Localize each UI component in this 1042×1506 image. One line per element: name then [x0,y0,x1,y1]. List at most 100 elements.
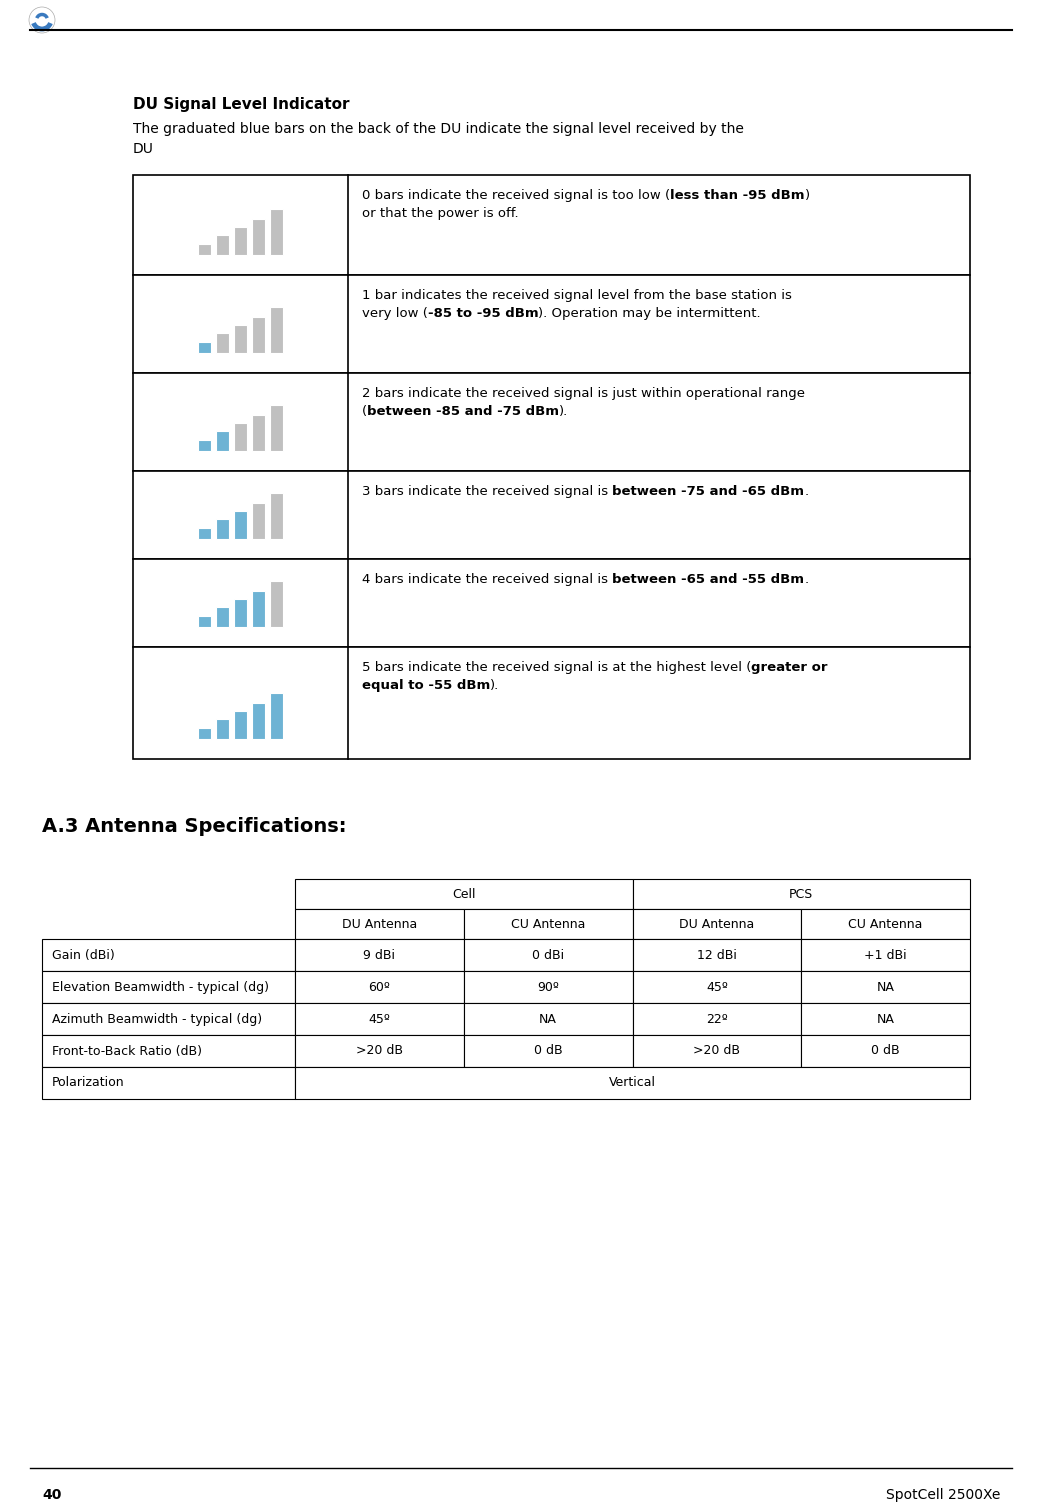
Bar [42,940,295,971]
Bar [252,218,265,255]
Text: The graduated blue bars on the back of the DU indicate the signal level received: The graduated blue bars on the back of t… [133,122,744,136]
Bar [198,440,210,450]
Text: Elevation Beamwidth - typical (dg): Elevation Beamwidth - typical (dg) [52,980,269,994]
Text: less than -95 dBm: less than -95 dBm [670,188,804,202]
Bar [801,1003,970,1035]
Bar [216,235,229,255]
Text: equal to -55 dBm: equal to -55 dBm [362,679,490,691]
Text: DU Antenna: DU Antenna [679,917,754,931]
Bar [464,1003,632,1035]
Text: >20 dB: >20 dB [356,1045,403,1057]
Bar [42,1066,295,1099]
Text: NA: NA [539,1012,557,1026]
Bar [216,607,229,626]
Bar [464,971,632,1003]
Bar [42,1003,295,1035]
Text: 12 dBi: 12 dBi [697,949,737,961]
Bar [252,414,265,450]
Text: 45º: 45º [369,1012,391,1026]
Bar [270,494,283,539]
Text: between -65 and -55 dBm: between -65 and -55 dBm [613,572,804,586]
Bar [632,1003,801,1035]
Text: PCS: PCS [789,887,814,901]
Text: 90º: 90º [538,980,560,994]
Text: 60º: 60º [369,980,391,994]
Text: 22º: 22º [706,1012,727,1026]
Bar [216,520,229,539]
Bar [801,910,970,940]
Bar [216,333,229,352]
Bar [270,209,283,255]
Text: 40: 40 [42,1488,61,1501]
Bar [632,971,801,1003]
Text: ).: ). [560,405,568,419]
Text: (: ( [362,405,367,419]
Bar [198,342,210,352]
Bar [270,693,283,739]
Bar [252,703,265,739]
Bar [295,940,464,971]
Text: 45º: 45º [705,980,727,994]
Bar [295,1035,464,1066]
Bar [295,1066,970,1099]
Bar [198,527,210,539]
Text: 3 bars indicate the received signal is: 3 bars indicate the received signal is [362,485,613,498]
Bar [464,940,632,971]
Bar [198,616,210,626]
Text: NA: NA [876,980,895,994]
Bar [133,276,970,373]
Bar [234,711,247,739]
Bar [133,175,970,276]
Bar [464,910,632,940]
Bar [252,590,265,626]
Bar [295,880,632,910]
Text: 4 bars indicate the received signal is: 4 bars indicate the received signal is [362,572,613,586]
Text: Vertical: Vertical [609,1077,656,1089]
Bar [464,1035,632,1066]
Bar [133,648,970,759]
Text: .: . [804,485,809,498]
Text: DU Signal Level Indicator: DU Signal Level Indicator [133,96,349,111]
Bar [234,227,247,255]
Bar [632,940,801,971]
Text: ): ) [804,188,810,202]
Bar [234,423,247,450]
Text: A.3 Antenna Specifications:: A.3 Antenna Specifications: [42,816,347,836]
Text: .: . [804,572,809,586]
Bar [252,316,265,352]
Bar [270,307,283,352]
Circle shape [29,8,55,33]
Text: Cell: Cell [452,887,475,901]
Text: >20 dB: >20 dB [693,1045,741,1057]
Text: 5 bars indicate the received signal is at the highest level (: 5 bars indicate the received signal is a… [362,661,751,675]
Bar [234,511,247,539]
Text: CU Antenna: CU Antenna [511,917,586,931]
Bar [801,1035,970,1066]
Text: ).: ). [490,679,499,691]
Text: CU Antenna: CU Antenna [848,917,923,931]
Bar [252,503,265,539]
Text: 0 dB: 0 dB [871,1045,900,1057]
Bar [198,727,210,739]
Bar [42,1035,295,1066]
Bar [270,405,283,450]
Bar [216,431,229,450]
Bar [133,373,970,471]
Bar [133,559,970,648]
Bar [216,720,229,739]
Text: very low (: very low ( [362,307,428,319]
Bar [133,471,970,559]
Text: DU: DU [133,142,154,157]
Bar [234,599,247,626]
Bar [270,581,283,626]
Text: Front-to-Back Ratio (dB): Front-to-Back Ratio (dB) [52,1045,202,1057]
Text: 2 bars indicate the received signal is just within operational range: 2 bars indicate the received signal is j… [362,387,805,401]
Text: between -85 and -75 dBm: between -85 and -75 dBm [367,405,560,419]
Text: greater or: greater or [751,661,828,675]
Bar [295,910,464,940]
Text: 0 bars indicate the received signal is too low (: 0 bars indicate the received signal is t… [362,188,670,202]
Text: between -75 and -65 dBm: between -75 and -65 dBm [613,485,804,498]
Text: or that the power is off.: or that the power is off. [362,206,519,220]
Bar [632,1035,801,1066]
Bar [632,910,801,940]
